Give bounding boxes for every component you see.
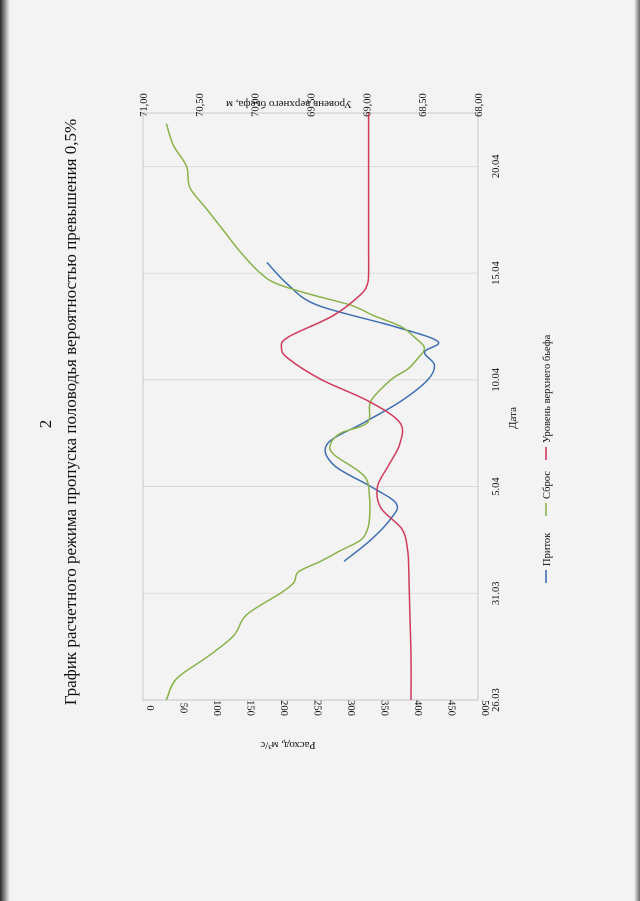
y-tick-label: 200 [278,700,289,716]
plot-area [142,112,479,701]
x-axis-title: Дата [507,407,519,429]
x-tick-label: 15.04 [491,261,502,285]
series-line-discharge [165,123,426,701]
x-tick-label: 10.04 [491,367,502,391]
y2-axis-title: Уровень верхнего бьефа, м [226,98,352,110]
y-tick-label: 500 [479,700,490,716]
x-tick-label: 26.03 [491,688,502,712]
series-line-inflow [266,261,440,562]
legend-item-inflow: Приток [542,532,553,583]
x-tick-label: 31.03 [491,581,502,605]
chart-title: График расчетного режима пропуска полово… [61,119,80,705]
series-lines [165,113,440,701]
series-line-level [280,113,412,701]
y2-tick-label: 69,50 [307,93,318,117]
y-tick-label: 300 [345,700,356,716]
y2-tick-label: 70,50 [195,93,206,117]
scan-edge-right [634,0,640,901]
x-tick-label: 20.04 [491,154,502,178]
y-tick-label: 450 [446,700,457,716]
y2-tick-label: 70,00 [251,93,262,117]
y-tick-label: 400 [412,700,423,716]
grid-lines [143,165,478,701]
y2-tick-label: 68,50 [418,93,429,117]
y-tick-label: 50 [178,703,189,714]
y-tick-label: 250 [312,700,323,716]
y-tick-label: 100 [211,700,222,716]
y-tick-label: 350 [379,700,390,716]
legend-label-inflow: Приток [542,532,553,566]
y2-tick-label: 68,00 [474,93,485,117]
legend-label-level: Уровень верхнего бьефа [542,334,553,443]
legend-label-discharge: Сброс [542,471,553,499]
y-axis-title: Расход, м³/с [260,739,315,751]
legend: Приток Сброс Уровень верхнего бьефа [542,334,553,583]
right-axis: 68,00 68,50 69,00 69,50 70,00 70,50 71,00 [139,93,485,117]
left-axis: 0 50 100 150 200 250 300 350 400 450 500 [144,700,490,716]
y2-tick-label: 71,00 [139,93,150,117]
x-tick-label: 5.04 [491,477,502,496]
scan-edge-left [0,0,10,901]
legend-item-discharge: Сброс [542,471,553,516]
legend-item-level: Уровень верхнего бьефа [542,334,553,460]
y-tick-label: 150 [245,700,256,716]
date-axis: 26.03 31.03 5.04 10.04 15.04 20.04 [491,154,502,712]
y-tick-label: 0 [144,705,155,710]
y2-tick-label: 69,00 [362,93,373,117]
